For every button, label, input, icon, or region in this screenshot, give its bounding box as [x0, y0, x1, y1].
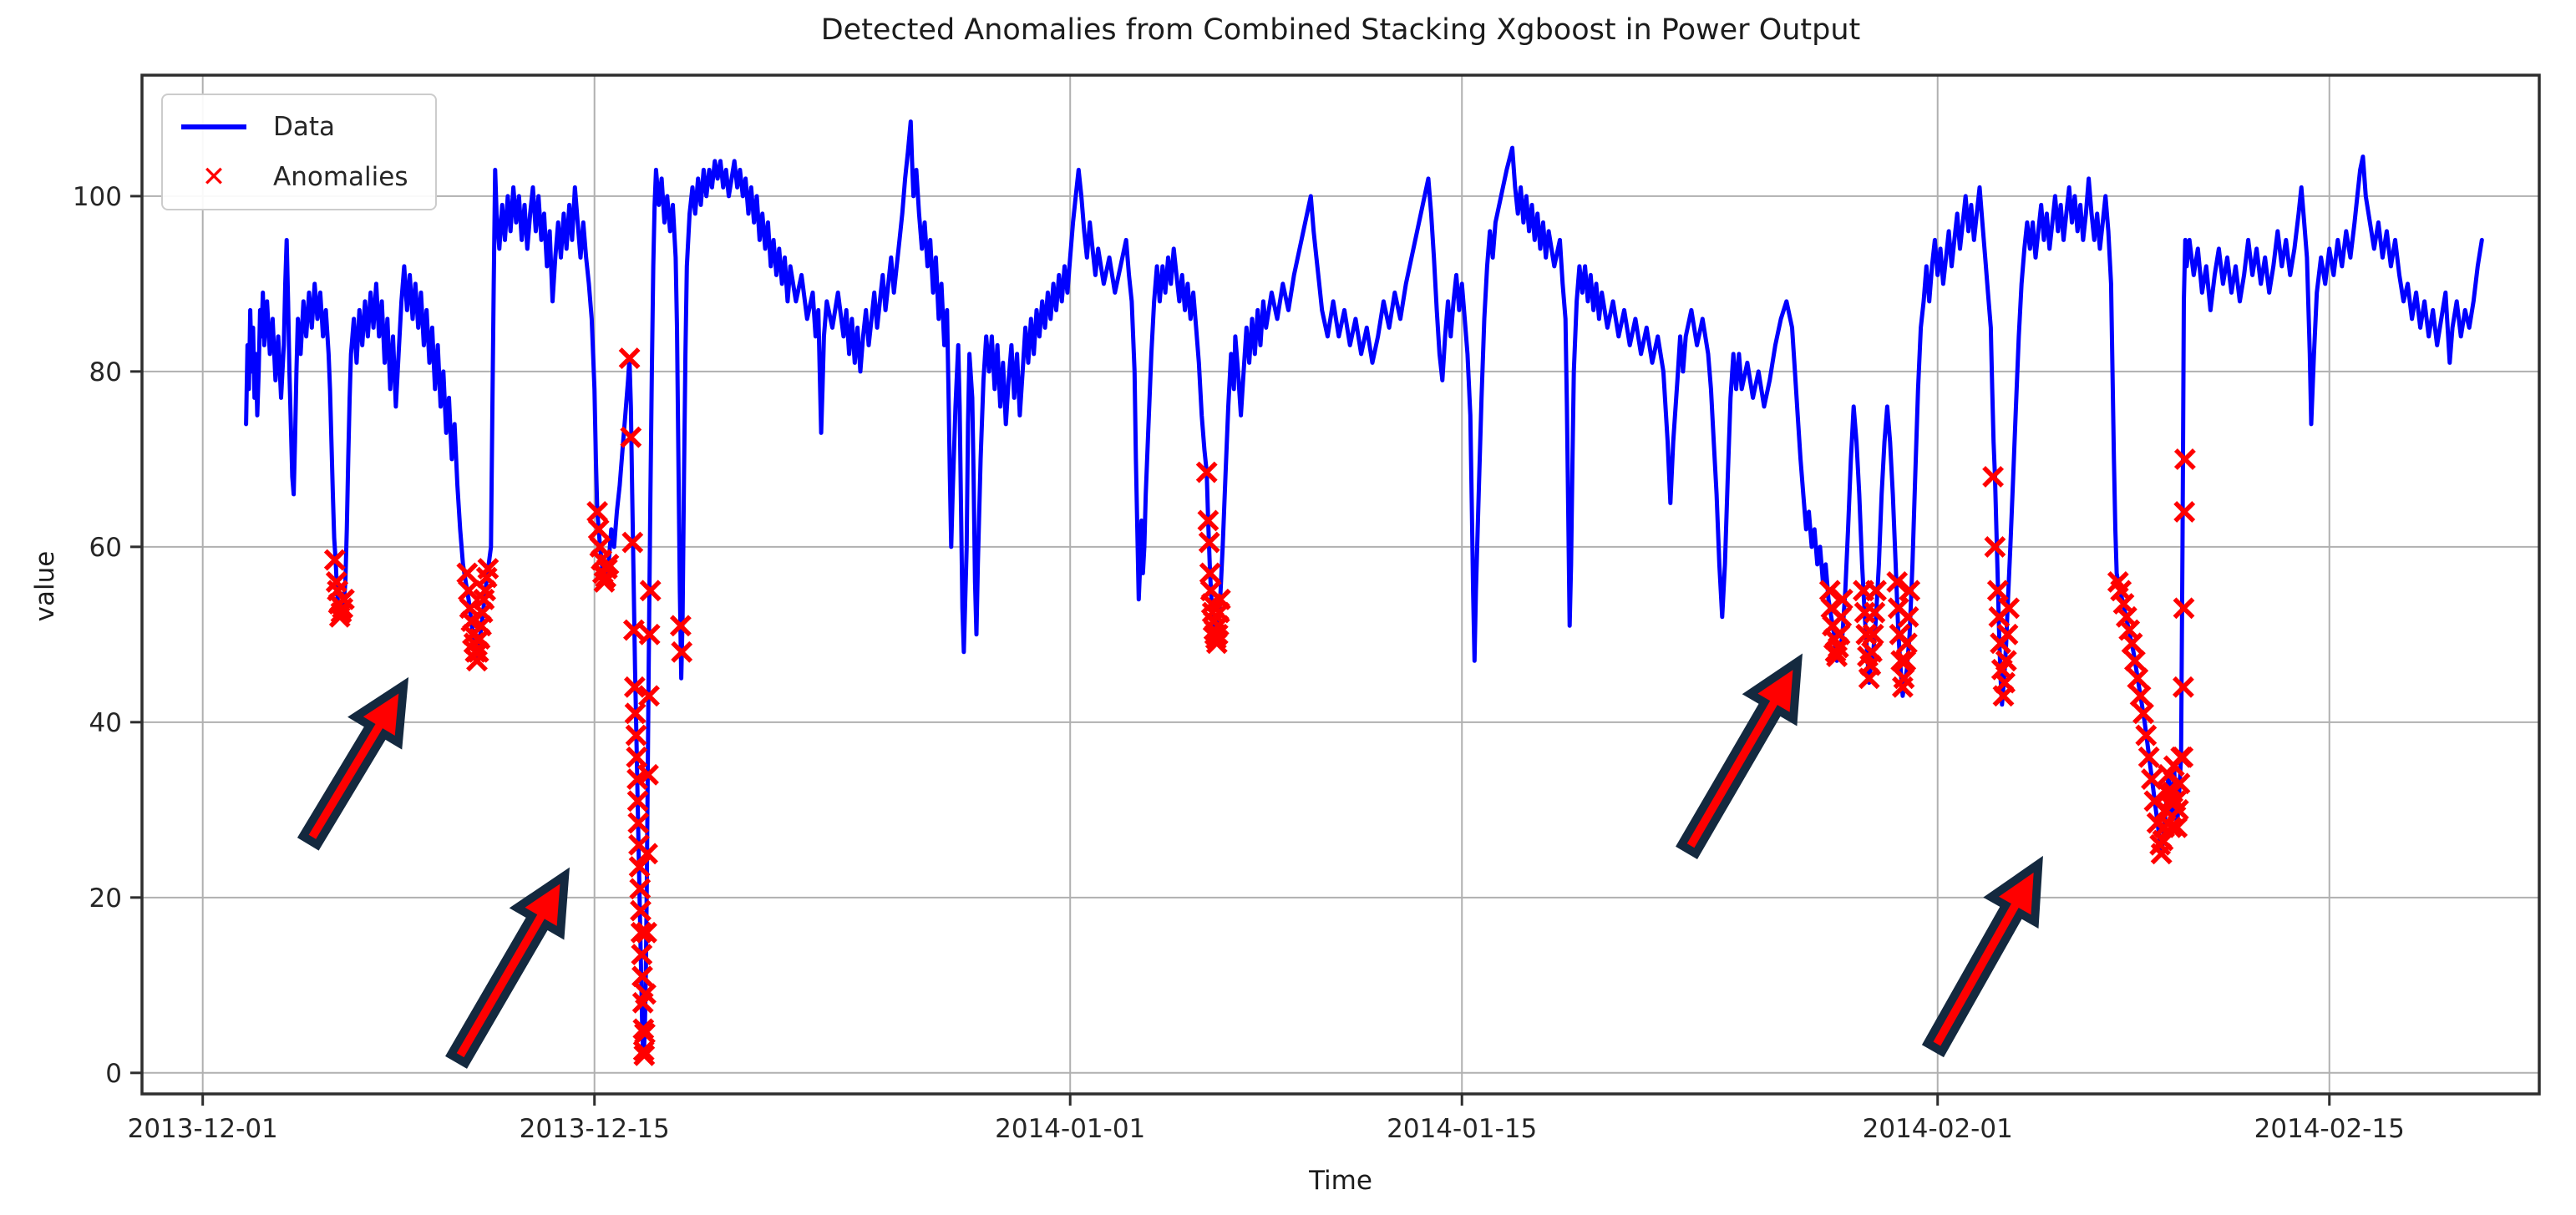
annotation-arrow — [1921, 855, 2043, 1058]
x-tick-label: 2014-02-01 — [1863, 1114, 2013, 1144]
x-tick-label: 2014-02-15 — [2254, 1114, 2405, 1144]
y-axis-label: value — [30, 550, 60, 622]
x-axis-label: Time — [1309, 1166, 1372, 1196]
y-tick-label: 100 — [73, 182, 122, 212]
y-tick-label: 40 — [89, 708, 122, 738]
legend-x-swatch: ✕ — [180, 163, 248, 191]
legend: Data ✕ Anomalies — [161, 94, 437, 210]
y-tick-label: 60 — [89, 533, 122, 563]
legend-item-anomalies: ✕ Anomalies — [180, 159, 435, 195]
legend-line-swatch — [180, 124, 248, 129]
legend-label-anomalies: Anomalies — [273, 162, 408, 192]
x-tick-label: 2013-12-01 — [128, 1114, 278, 1144]
legend-item-data: Data — [180, 109, 435, 145]
y-tick-label: 0 — [105, 1059, 122, 1089]
legend-label-data: Data — [273, 112, 336, 142]
y-tick-label: 80 — [89, 357, 122, 387]
x-tick-label: 2014-01-01 — [995, 1114, 1145, 1144]
line-sample-icon — [181, 124, 246, 129]
axes-spines — [140, 73, 2541, 1096]
x-tick-label: 2014-01-15 — [1387, 1114, 1537, 1144]
x-tick-label: 2013-12-15 — [520, 1114, 670, 1144]
chart-title: Detected Anomalies from Combined Stackin… — [820, 13, 1861, 47]
y-tick-label: 20 — [89, 883, 122, 914]
annotation-arrow — [297, 676, 409, 851]
x-marker-icon: ✕ — [201, 160, 226, 194]
annotation-arrow — [445, 867, 570, 1069]
annotation-arrow — [1676, 653, 1803, 859]
anomaly-markers — [323, 347, 2196, 1066]
